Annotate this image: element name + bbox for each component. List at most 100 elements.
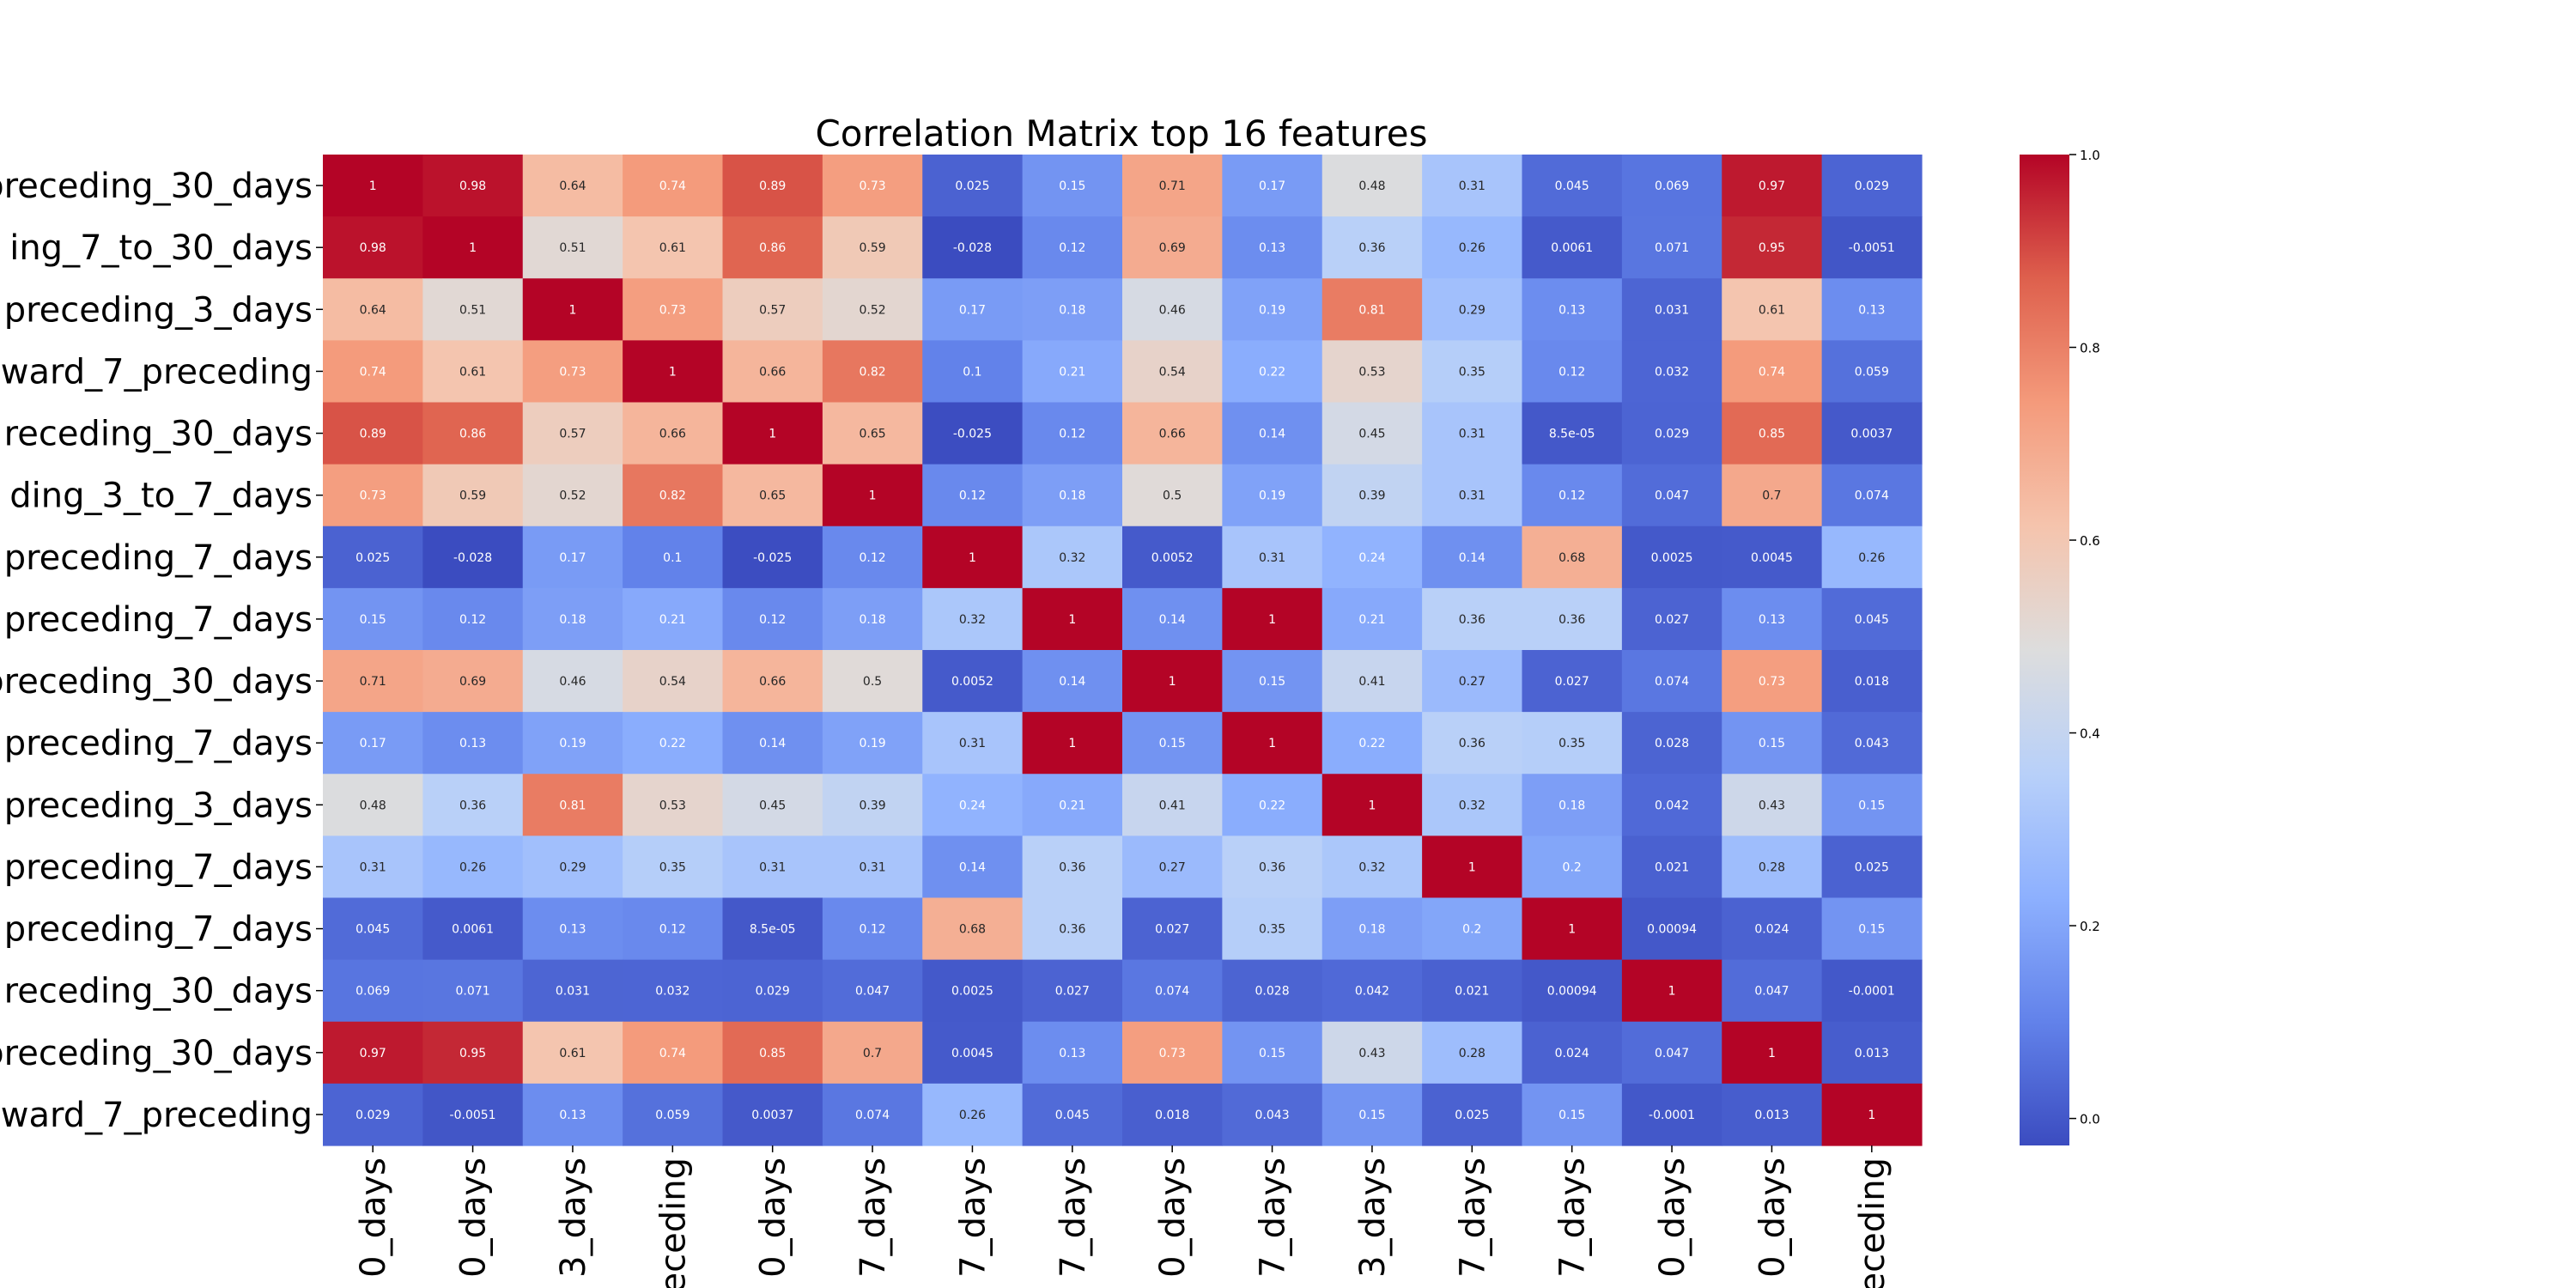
heatmap-cell [1522,587,1623,651]
cell-value-label: 0.21 [1358,613,1385,627]
heatmap-cell [522,897,623,961]
heatmap-cell [1422,526,1523,589]
cell-value-label: 0.64 [360,303,386,317]
cell-value-label: 0.074 [1855,489,1889,503]
heatmap-cell [922,402,1024,465]
cell-value-label: 0.025 [1455,1109,1489,1122]
cell-value-label: 0.13 [1558,303,1585,317]
cell-value-label: 0.1 [963,365,981,379]
cell-value-label: 0.86 [759,241,786,255]
heatmap-cell [722,155,823,217]
heatmap-cell [1022,1021,1123,1084]
cell-value-label: 0.41 [1358,675,1385,689]
cell-value-label: 0.15 [1159,737,1186,750]
heatmap-cell [1821,340,1923,404]
heatmap-cell [1621,897,1722,961]
heatmap-cell [623,650,724,713]
heatmap-cell [323,278,423,341]
cell-value-label: 0.15 [1558,1109,1585,1122]
heatmap-cell [722,650,823,713]
cell-value-label: 0.27 [1159,860,1186,874]
cell-value-label: 1 [1169,675,1176,689]
cell-value-label: 0.15 [1259,1047,1285,1060]
cell-value-label: 0.95 [1759,241,1785,255]
heatmap-cell [623,278,724,341]
heatmap-cell [922,526,1024,589]
heatmap-cell [1022,216,1123,279]
cell-value-label: 0.028 [1655,737,1689,750]
cell-value-label: 0.13 [459,737,486,750]
cell-value-label: 1 [769,428,776,441]
heatmap-cell [1321,278,1423,341]
heatmap-cell [1621,835,1722,899]
cell-value-label: 0.31 [360,860,386,874]
heatmap-cell [1022,835,1123,899]
cell-value-label: 0.71 [1159,179,1186,193]
cell-value-label: 0.35 [1558,737,1585,750]
heatmap-cell [522,1083,623,1146]
heatmap-cell [1422,464,1523,527]
heatmap-cell [722,464,823,527]
cell-value-label: 0.047 [1655,1047,1689,1060]
cell-value-label: 0.57 [759,303,786,317]
row-label: preceding_30_days [0,662,313,702]
cell-value-label: 0.85 [759,1047,786,1060]
cell-value-label: 0.042 [1655,799,1689,812]
heatmap-cell [1222,1083,1323,1146]
cell-value-label: 1 [1668,985,1676,999]
cell-value-label: 0.26 [1858,551,1885,565]
heatmap-cell [323,774,423,836]
heatmap-cell [1321,340,1423,404]
cell-value-label: 0.024 [1555,1047,1589,1060]
cell-value-label: 0.043 [1855,737,1889,750]
heatmap-cell [1222,774,1323,836]
cell-value-label: 0.86 [459,428,486,441]
heatmap-cell [422,959,524,1023]
heatmap-cell [922,712,1024,775]
heatmap-cell [1321,959,1423,1023]
cell-value-label: 0.85 [1759,428,1785,441]
heatmap-cell [1222,1021,1323,1084]
cell-value-label: 0.031 [556,985,590,999]
cell-value-label: 8.5e-05 [750,923,796,937]
heatmap-cell [1321,1083,1423,1146]
heatmap-cell [822,650,923,713]
cell-value-label: 0.36 [1459,613,1485,627]
colorbar-tick-label: 0.8 [2080,341,2100,356]
cell-value-label: 0.17 [1259,179,1285,193]
heatmap-cell [1522,959,1623,1023]
cell-value-label: 0.31 [1259,551,1285,565]
cell-value-label: 0.31 [959,737,986,750]
cell-value-label: 8.5e-05 [1549,428,1595,441]
row-label: preceding_7_days [4,724,313,763]
cell-value-label: 0.54 [659,675,686,689]
heatmap-cell [722,402,823,465]
heatmap-cell [1022,959,1123,1023]
colorbar-tick-label: 0.4 [2080,726,2100,742]
heatmap-cell [1122,587,1223,651]
heatmap-cell [623,1083,724,1146]
cell-value-label: 0.0061 [1551,241,1593,255]
heatmap-cell [722,959,823,1023]
cell-value-label: 0.29 [559,860,586,874]
cell-value-label: 0.36 [1358,241,1385,255]
cell-value-label: 0.029 [1655,428,1689,441]
heatmap-cell [1621,340,1722,404]
cell-value-label: 0.41 [1159,799,1186,812]
heatmap-cell [1222,712,1323,775]
heatmap-cell [1222,340,1323,404]
cell-value-label: 0.74 [360,365,386,379]
cell-value-label: 0.018 [1855,675,1889,689]
heatmap-cell [1022,712,1123,775]
cell-value-label: 0.97 [360,1047,386,1060]
cell-value-label: 0.18 [1059,489,1085,503]
cell-value-label: 0.46 [1159,303,1186,317]
heatmap-cell [323,835,423,899]
cell-value-label: 0.0037 [1850,428,1893,441]
cell-value-label: 1 [469,241,477,255]
cell-value-label: 0.66 [1159,428,1186,441]
cell-value-label: 0.36 [1459,737,1485,750]
cell-value-label: 0.73 [559,365,586,379]
cell-value-label: 0.57 [559,428,586,441]
